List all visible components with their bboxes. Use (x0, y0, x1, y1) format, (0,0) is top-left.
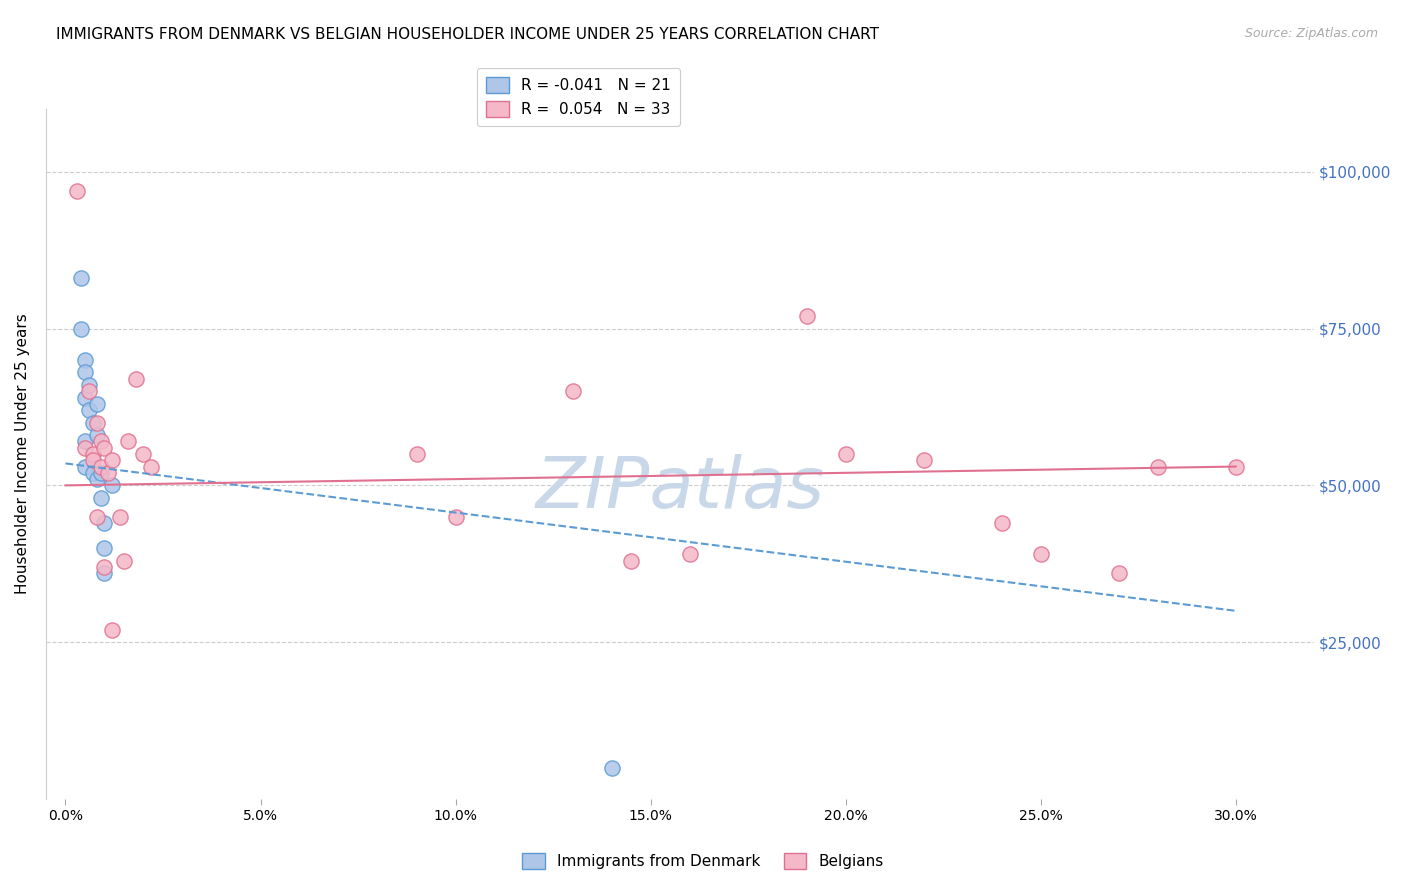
Point (796, 309, 818, 323)
Point (86, 397, 108, 411)
Point (90, 459, 112, 474)
Point (93, 541, 115, 555)
Point (73, 391, 96, 405)
Point (101, 453, 124, 467)
Point (73, 459, 96, 474)
Text: Source: ZipAtlas.com: Source: ZipAtlas.com (1244, 27, 1378, 40)
Point (112, 554, 135, 568)
Point (620, 554, 643, 568)
Point (600, 761, 623, 775)
Point (117, 434, 139, 449)
Point (70, 321, 93, 335)
Point (70, 271, 93, 285)
Point (1029, 548, 1052, 562)
Point (405, 447, 427, 461)
Point (101, 478, 124, 492)
Point (82, 416, 104, 430)
Point (125, 372, 148, 386)
Point (77, 384, 100, 399)
Point (1225, 459, 1247, 474)
Legend: Immigrants from Denmark, Belgians: Immigrants from Denmark, Belgians (516, 847, 890, 875)
Point (86, 472, 108, 486)
Point (82, 453, 104, 467)
Y-axis label: Householder Income Under 25 years: Householder Income Under 25 years (15, 314, 30, 594)
Point (77, 403, 100, 417)
Point (86, 428, 108, 442)
Point (912, 453, 935, 467)
Legend: R = -0.041   N = 21, R =  0.054   N = 33: R = -0.041 N = 21, R = 0.054 N = 33 (477, 69, 681, 127)
Text: ZIPatlas: ZIPatlas (536, 454, 824, 523)
Point (1108, 566, 1130, 581)
Point (82, 447, 104, 461)
Point (73, 434, 96, 449)
Point (93, 566, 115, 581)
Point (73, 366, 96, 380)
Point (97, 466, 120, 480)
Point (93, 441, 115, 455)
Point (678, 548, 700, 562)
Point (1146, 459, 1168, 474)
Point (90, 491, 112, 505)
Point (108, 509, 131, 524)
Point (990, 516, 1012, 530)
Point (444, 509, 467, 524)
Point (93, 516, 115, 530)
Point (86, 509, 108, 524)
Point (73, 441, 96, 455)
Point (561, 384, 583, 399)
Point (77, 378, 100, 392)
Point (141, 459, 163, 474)
Point (834, 447, 856, 461)
Point (93, 560, 115, 574)
Point (66, 184, 89, 198)
Text: IMMIGRANTS FROM DENMARK VS BELGIAN HOUSEHOLDER INCOME UNDER 25 YEARS CORRELATION: IMMIGRANTS FROM DENMARK VS BELGIAN HOUSE… (56, 27, 879, 42)
Point (90, 466, 112, 480)
Point (90, 434, 112, 449)
Point (101, 623, 124, 637)
Point (86, 416, 108, 430)
Point (132, 447, 155, 461)
Point (82, 466, 104, 480)
Point (73, 352, 96, 367)
